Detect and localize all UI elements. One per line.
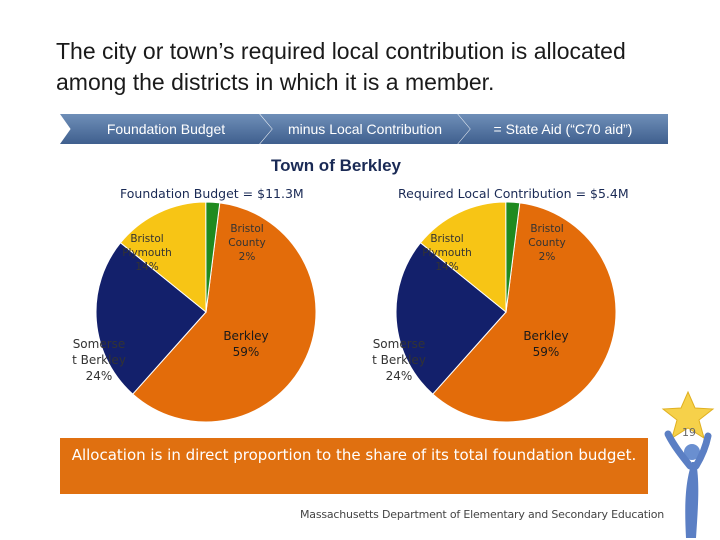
label-pct: 2% bbox=[538, 251, 556, 263]
chevron-local-contribution: minus Local Contribution bbox=[260, 114, 470, 144]
label-right-somerset-berkley: Somerse t Berkley 24% bbox=[370, 336, 428, 384]
label-pct: 59% bbox=[232, 345, 260, 359]
label-left-bristol-county: Bristol County 2% bbox=[222, 222, 272, 264]
note-box: Allocation is in direct proportion to th… bbox=[60, 438, 648, 494]
slice-somerset-berkley bbox=[395, 242, 507, 395]
slice-bristol-plymouth bbox=[419, 201, 507, 314]
label-name: Bristol County bbox=[228, 223, 266, 249]
chart-title-foundation-budget: Foundation Budget = $11.3M bbox=[120, 186, 304, 201]
label-right-bristol-county: Bristol County 2% bbox=[522, 222, 572, 264]
label-left-bristol-plymouth: Bristol Plymouth 14% bbox=[120, 232, 174, 274]
process-chevron-bar: Foundation Budget minus Local Contributi… bbox=[60, 114, 668, 144]
town-title: Town of Berkley bbox=[270, 156, 402, 175]
label-pct: 24% bbox=[385, 369, 413, 383]
footer-text: Massachusetts Department of Elementary a… bbox=[300, 508, 665, 521]
slice-bristol-plymouth bbox=[119, 201, 207, 314]
pie-chart-foundation-budget bbox=[95, 201, 317, 423]
slice-somerset-berkley bbox=[95, 242, 207, 395]
label-name: Somerse t Berkley bbox=[72, 337, 126, 367]
label-left-somerset-berkley: Somerse t Berkley 24% bbox=[70, 336, 128, 384]
pie-chart-local-contribution bbox=[395, 201, 617, 423]
label-right-berkley: Berkley 59% bbox=[516, 328, 576, 360]
slice-bristol-county bbox=[205, 201, 221, 313]
label-right-bristol-plymouth: Bristol Plymouth 14% bbox=[420, 232, 474, 274]
label-name: Berkley bbox=[523, 329, 569, 343]
label-pct: 24% bbox=[85, 369, 113, 383]
star-person-icon bbox=[661, 390, 715, 538]
slide-title: The city or town’s required local contri… bbox=[56, 38, 626, 95]
slice-berkley bbox=[132, 202, 317, 423]
label-name: Berkley bbox=[223, 329, 269, 343]
slice-bristol-county bbox=[505, 201, 521, 313]
chevron-state-aid: = State Aid (“C70 aid”) bbox=[458, 114, 668, 144]
label-name: Bristol County bbox=[528, 223, 566, 249]
label-pct: 14% bbox=[135, 261, 159, 273]
label-pct: 14% bbox=[435, 261, 459, 273]
slice-berkley bbox=[432, 202, 617, 423]
page-number: 19 bbox=[682, 426, 696, 439]
label-name: Bristol Plymouth bbox=[122, 233, 172, 259]
label-name: Somerse t Berkley bbox=[372, 337, 426, 367]
chart-title-local-contribution: Required Local Contribution = $5.4M bbox=[398, 186, 629, 201]
label-pct: 59% bbox=[532, 345, 560, 359]
chevron-foundation-budget: Foundation Budget bbox=[60, 114, 272, 144]
label-left-berkley: Berkley 59% bbox=[216, 328, 276, 360]
label-name: Bristol Plymouth bbox=[422, 233, 472, 259]
label-pct: 2% bbox=[238, 251, 256, 263]
